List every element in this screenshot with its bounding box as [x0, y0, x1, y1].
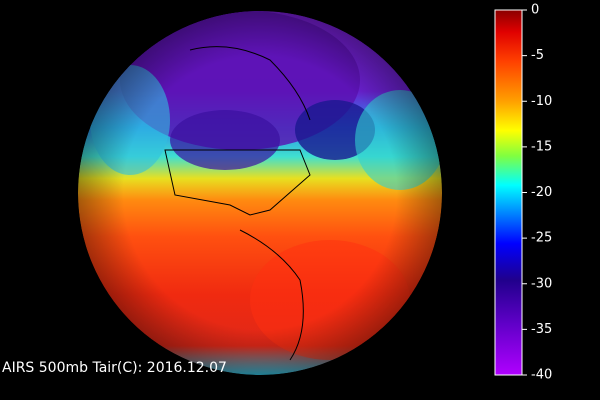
tick-label: -25	[531, 231, 552, 246]
colorbar-ticks: 0 -5 -10 -15 -20 -25 -30 -35 -40	[522, 3, 552, 383]
tick-label: -10	[531, 94, 552, 109]
tick-label: 0	[531, 3, 539, 18]
globe	[78, 11, 442, 375]
tick-label: -15	[531, 139, 552, 154]
tick-label: -30	[531, 276, 552, 291]
colorbar	[494, 9, 523, 376]
tick-label: -5	[531, 48, 544, 63]
caption: AIRS 500mb Tair(C): 2016.12.07	[2, 360, 227, 376]
tick-label: -35	[531, 322, 552, 337]
tick-label: -20	[531, 185, 552, 200]
tick-label: -40	[531, 368, 552, 383]
